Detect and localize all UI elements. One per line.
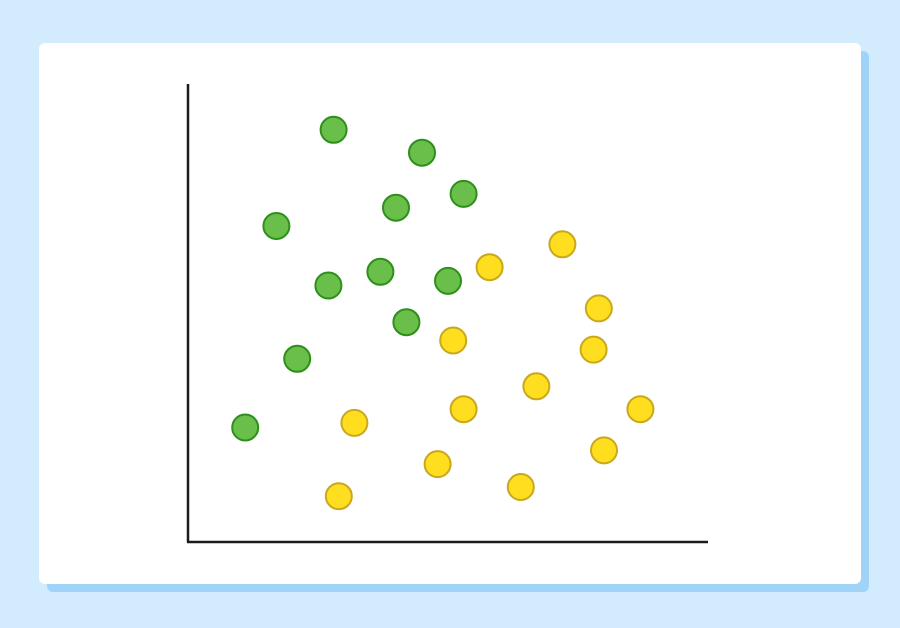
series-2-point-13 — [324, 482, 353, 511]
series-2-point-6 — [522, 372, 551, 401]
series-2-point-11 — [423, 450, 452, 479]
series-2-point-3 — [584, 294, 613, 323]
series-2-point-9 — [340, 408, 369, 437]
series-2-point-8 — [626, 395, 655, 424]
scatter-points — [231, 115, 655, 511]
series-1-point-4 — [382, 193, 410, 222]
series-1-point-9 — [392, 308, 421, 337]
series-1-point-10 — [283, 344, 312, 373]
series-1-point-1 — [319, 115, 348, 144]
series-2-point-4 — [439, 326, 468, 355]
series-2-point-7 — [449, 395, 478, 424]
series-1-point-5 — [262, 212, 291, 240]
series-1-point-8 — [434, 266, 462, 295]
series-1-point-3 — [449, 179, 478, 208]
series-1-point-7 — [314, 271, 343, 300]
series-1-point-2 — [408, 138, 436, 167]
series-2-point-10 — [590, 436, 618, 465]
series-1-point-11 — [231, 413, 260, 442]
chart-card — [39, 43, 861, 584]
series-2-point-1 — [548, 230, 577, 259]
series-2-point-12 — [506, 473, 535, 501]
series-2-point-2 — [475, 253, 504, 282]
series-2-point-5 — [579, 335, 608, 364]
series-1-point-6 — [366, 257, 395, 286]
